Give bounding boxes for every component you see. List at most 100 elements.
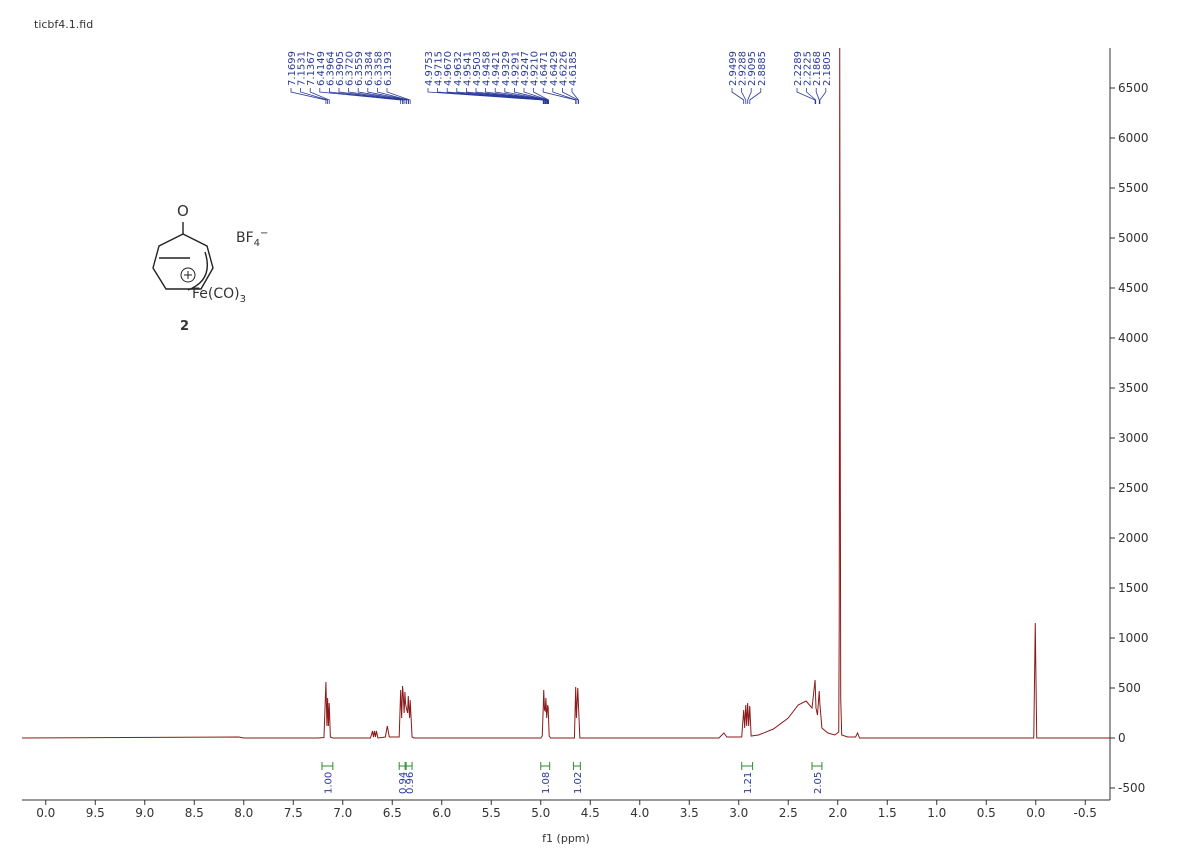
x-tick-label: 4.5 bbox=[581, 806, 600, 820]
x-tick-label: 6.0 bbox=[432, 806, 451, 820]
peak-label: 4.9715 bbox=[434, 51, 445, 86]
integral-label: 1.02 bbox=[573, 772, 584, 794]
x-tick-label: 8.5 bbox=[185, 806, 204, 820]
peak-label: 4.9247 bbox=[520, 51, 531, 86]
compound-label: 2 bbox=[180, 319, 189, 334]
y-tick-label: 6000 bbox=[1118, 131, 1149, 145]
peak-label: 7.1531 bbox=[297, 51, 308, 86]
peak-connector bbox=[494, 88, 547, 104]
charge-circle bbox=[180, 267, 196, 283]
integral-bracket bbox=[811, 762, 823, 770]
atom-label: O bbox=[177, 202, 189, 220]
peak-connector bbox=[747, 88, 752, 104]
coordination-arc bbox=[187, 251, 209, 291]
integral-bracket bbox=[398, 762, 406, 770]
peak-connector bbox=[731, 88, 745, 104]
peak-connector bbox=[437, 88, 544, 104]
integral-bracket bbox=[540, 762, 551, 770]
x-tick-label: 1.0 bbox=[927, 806, 946, 820]
y-tick-label: 2000 bbox=[1118, 531, 1149, 545]
x-tick-label: -0.5 bbox=[1074, 806, 1097, 820]
x-tick-label: 3.5 bbox=[680, 806, 699, 820]
y-tick-label: 3500 bbox=[1118, 381, 1149, 395]
peak-label: 4.9541 bbox=[462, 51, 473, 86]
y-tick-label: -500 bbox=[1118, 781, 1145, 795]
peak-connector bbox=[749, 88, 762, 104]
y-tick-label: 3000 bbox=[1118, 431, 1149, 445]
peak-label: 6.4149 bbox=[316, 51, 327, 86]
peak-label: 4.6471 bbox=[539, 51, 550, 86]
peak-label: 6.3384 bbox=[364, 51, 375, 86]
peak-connector bbox=[741, 88, 747, 104]
peak-connector bbox=[562, 88, 579, 104]
peak-connector bbox=[542, 88, 577, 104]
y-tick-label: 0 bbox=[1118, 731, 1126, 745]
anion: BF bbox=[236, 230, 254, 246]
metal: Fe(CO) bbox=[192, 286, 240, 302]
y-tick-label: 500 bbox=[1118, 681, 1141, 695]
peak-label: 2.2225 bbox=[803, 51, 814, 86]
x-tick-label: 9.5 bbox=[86, 806, 105, 820]
peak-label: 7.1699 bbox=[287, 51, 298, 86]
x-tick-label: 7.0 bbox=[333, 806, 352, 820]
integral-label: 1.21 bbox=[743, 772, 754, 794]
y-tick-label: 5500 bbox=[1118, 181, 1149, 195]
x-tick-label: 4.0 bbox=[630, 806, 649, 820]
peak-connector bbox=[533, 88, 549, 104]
integral-label: 1.00 bbox=[323, 772, 334, 794]
peak-connector bbox=[338, 88, 404, 104]
peak-connector bbox=[475, 88, 547, 104]
peak-connector bbox=[319, 88, 402, 104]
integral-label: 0.96 bbox=[405, 772, 416, 794]
peak-label: 2.9095 bbox=[747, 51, 758, 86]
x-axis-label: f1 (ppm) bbox=[542, 832, 590, 845]
integral-label: 1.08 bbox=[541, 772, 552, 794]
peak-label: 7.1367 bbox=[306, 51, 317, 86]
peak-connector bbox=[329, 88, 403, 104]
peak-connector bbox=[456, 88, 545, 104]
peak-connector bbox=[571, 88, 579, 104]
x-tick-label: 8.0 bbox=[234, 806, 253, 820]
peak-label: 2.8885 bbox=[757, 51, 768, 86]
peak-label: 2.9499 bbox=[728, 51, 739, 86]
anion-charge: − bbox=[260, 228, 268, 239]
peak-label: 4.9632 bbox=[453, 51, 464, 86]
peak-connector bbox=[796, 88, 816, 104]
y-tick-label: 1000 bbox=[1118, 631, 1149, 645]
x-tick-label: 7.5 bbox=[284, 806, 303, 820]
peak-connector bbox=[514, 88, 549, 104]
peak-label: 6.3964 bbox=[325, 51, 336, 86]
integral-label: 0.94 bbox=[398, 772, 409, 794]
x-tick-label: 1.5 bbox=[878, 806, 897, 820]
peak-label: 4.9210 bbox=[530, 51, 541, 86]
y-tick-label: 5000 bbox=[1118, 231, 1149, 245]
integral-bracket bbox=[405, 762, 413, 770]
peak-label: 2.9288 bbox=[738, 51, 749, 86]
peak-label: 6.3720 bbox=[345, 51, 356, 86]
x-tick-label: 3.0 bbox=[729, 806, 748, 820]
peak-label: 4.9670 bbox=[443, 51, 454, 86]
spectrum-line bbox=[22, 48, 1110, 739]
y-tick-label: 1500 bbox=[1118, 581, 1149, 595]
peak-label: 6.3358 bbox=[373, 51, 384, 86]
chart-title: ticbf4.1.fid bbox=[34, 18, 93, 31]
peak-label: 6.3559 bbox=[354, 51, 365, 86]
anion-label: BF4− bbox=[236, 228, 268, 249]
peak-label: 4.9329 bbox=[501, 51, 512, 86]
x-tick-label: 5.5 bbox=[482, 806, 501, 820]
x-tick-label: 5.0 bbox=[531, 806, 550, 820]
y-tick-label: 4000 bbox=[1118, 331, 1149, 345]
x-tick-label: 0.0 bbox=[36, 806, 55, 820]
peak-label: 6.3905 bbox=[335, 51, 346, 86]
peak-connector bbox=[290, 88, 327, 104]
peak-label: 4.9753 bbox=[424, 51, 435, 86]
peak-connector bbox=[552, 88, 577, 104]
integral-bracket bbox=[321, 762, 334, 770]
peak-label: 2.1805 bbox=[822, 51, 833, 86]
y-tick-label: 2500 bbox=[1118, 481, 1149, 495]
peak-connector bbox=[819, 88, 827, 104]
spectrum bbox=[22, 48, 1110, 739]
peak-label: 4.9421 bbox=[491, 51, 502, 86]
x-tick-label: 2.0 bbox=[828, 806, 847, 820]
